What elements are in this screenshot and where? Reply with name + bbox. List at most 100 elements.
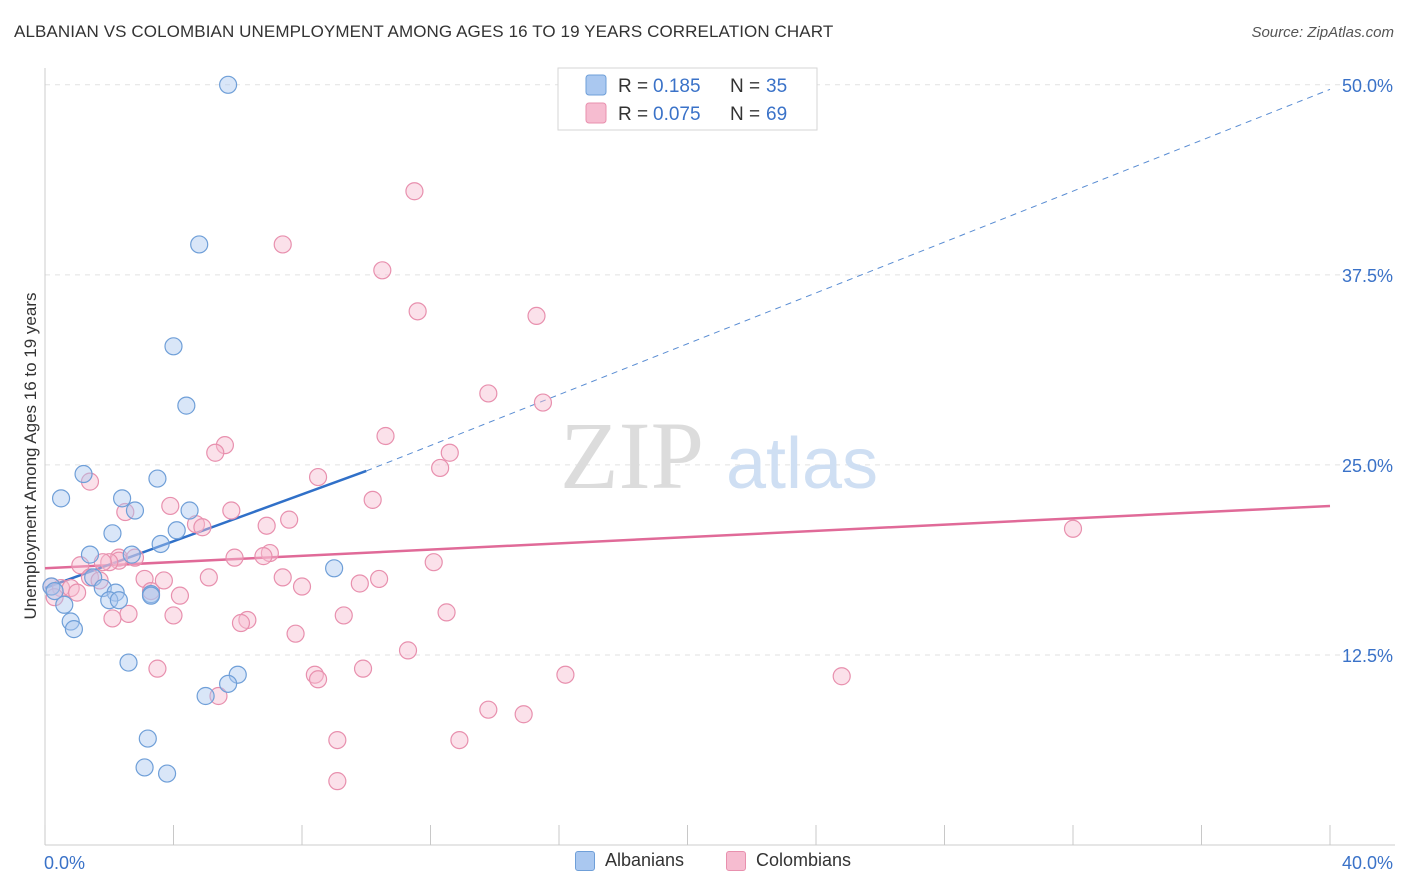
legend-top: R = 0.185 N = 35 R = 0.075 N = 69 <box>557 67 818 131</box>
y-axis-label: Unemployment Among Ages 16 to 19 years <box>21 293 40 620</box>
colombian-point <box>80 472 100 491</box>
albanian-point <box>64 620 84 639</box>
watermark-zip: ZIP <box>560 402 704 509</box>
colombian-point <box>450 730 469 750</box>
albanian-point <box>135 758 154 777</box>
colombian-point <box>164 606 183 625</box>
albanian-point <box>190 235 209 254</box>
x-tick-label: 40.0% <box>1342 853 1393 873</box>
legend-colombian-n-value: 69 <box>766 104 787 125</box>
colombian-point <box>170 586 190 605</box>
legend-item-albanians[interactable]: Albanians <box>575 850 684 871</box>
albanian-point <box>80 545 100 564</box>
legend-bottom: Albanians Colombians <box>0 850 1406 880</box>
colombian-point <box>308 467 328 487</box>
y-tick-label: 50.0% <box>1342 76 1393 96</box>
y-tick-label: 37.5% <box>1342 266 1393 286</box>
colombian-point <box>308 670 328 689</box>
colombian-point <box>353 659 373 678</box>
colombian-point <box>292 577 312 596</box>
colombian-point <box>286 624 305 643</box>
colombian-point <box>514 705 533 724</box>
legend-item-colombians[interactable]: Colombians <box>726 850 851 871</box>
albanian-point <box>167 521 186 540</box>
colombian-point <box>100 553 119 572</box>
albanian-point <box>125 501 145 520</box>
source-label: Source: ZipAtlas.com <box>1251 24 1394 41</box>
colombian-point <box>1063 519 1083 538</box>
albanian-point <box>51 489 71 508</box>
y-tick-label: 12.5% <box>1342 646 1393 666</box>
colombian-point <box>832 667 851 686</box>
gridlines <box>45 84 1395 656</box>
colombians-label: Colombians <box>756 850 852 870</box>
albanian-trendline-extrapolated <box>366 88 1331 472</box>
colombian-point <box>440 443 459 462</box>
legend-colombian-swatch <box>585 102 607 124</box>
legend-albanian-r-label: R = <box>618 76 648 97</box>
legend-colombian-r-label: R = <box>618 104 648 125</box>
colombian-point <box>424 553 443 572</box>
legend-albanian-n-label: N = <box>730 76 760 97</box>
colombian-point <box>431 458 450 478</box>
colombian-point <box>154 571 173 590</box>
legend-albanian-n-value: 35 <box>766 76 787 97</box>
albanian-point <box>45 581 64 601</box>
colombian-point <box>328 730 347 750</box>
colombian-point <box>363 490 382 509</box>
colombian-point <box>556 665 575 684</box>
colombian-point <box>254 547 273 566</box>
albanian-point <box>325 559 344 578</box>
albanian-point <box>55 595 74 614</box>
colombian-point <box>148 659 167 678</box>
legend-albanian-r-value: 0.185 <box>653 76 701 97</box>
albanian-point <box>219 674 238 693</box>
albanian-point <box>141 586 161 605</box>
colombians-swatch <box>726 850 746 871</box>
x-tick-label: 0.0% <box>44 853 85 873</box>
colombian-point <box>328 772 347 791</box>
chart-title: ALBANIAN VS COLOMBIAN UNEMPLOYMENT AMONG… <box>14 22 834 41</box>
colombian-point <box>527 306 546 326</box>
albanian-point <box>148 469 167 488</box>
albanian-point <box>177 396 196 415</box>
colombian-point <box>334 606 353 625</box>
albanian-point <box>100 591 119 610</box>
legend-colombian-n-label: N = <box>730 104 760 125</box>
colombian-point <box>370 569 389 589</box>
albanian-trendline <box>44 469 367 590</box>
albanian-point <box>219 75 238 94</box>
colombian-point <box>206 443 225 462</box>
albanian-point <box>74 464 93 484</box>
colombian-point <box>231 613 251 633</box>
albanian-point <box>151 534 170 554</box>
colombian-point <box>161 496 180 516</box>
colombian-point <box>533 393 553 412</box>
albanian-point <box>119 653 138 672</box>
colombian-point <box>437 603 456 622</box>
albanian-point <box>138 729 157 748</box>
albanian-point <box>109 591 128 610</box>
colombian-trendline <box>44 504 1331 570</box>
albanians-label: Albanians <box>605 850 685 870</box>
colombian-point <box>103 609 122 628</box>
axes <box>44 68 1395 846</box>
tick-labels: 12.5% 25.0% 37.5% 50.0% 0.0% 40.0% <box>44 76 1393 873</box>
colombian-point <box>209 686 228 706</box>
colombian-point <box>376 426 395 446</box>
colombian-point <box>116 502 135 522</box>
colombian-point <box>68 583 87 602</box>
colombian-point <box>479 384 498 403</box>
albanians-swatch <box>575 850 595 871</box>
colombian-point <box>222 501 241 520</box>
colombian-point <box>373 261 392 280</box>
y-tick-label: 25.0% <box>1342 456 1393 476</box>
albanian-point <box>228 665 247 684</box>
albanian-point <box>103 524 122 543</box>
albanian-point <box>122 545 141 564</box>
trendlines <box>44 88 1331 590</box>
colombian-point <box>350 574 369 593</box>
colombian-point <box>479 700 498 719</box>
albanian-point <box>164 337 183 356</box>
